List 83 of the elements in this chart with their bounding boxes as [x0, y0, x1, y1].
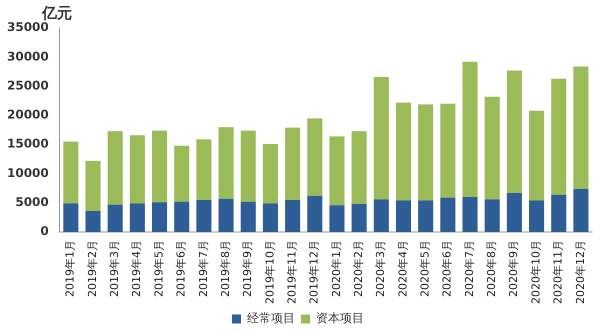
y-tick-label: 15000	[7, 136, 49, 151]
y-tick-label: 0	[40, 224, 49, 238]
x-tick-label: 2020年7月	[462, 240, 476, 298]
bar	[551, 194, 566, 232]
bar	[484, 199, 500, 232]
y-tick-label: 35000	[7, 20, 49, 34]
bar	[462, 197, 478, 232]
bar	[440, 198, 456, 232]
y-tick-label: 30000	[7, 49, 49, 64]
bar	[329, 205, 345, 232]
bar	[506, 70, 522, 193]
legend-label: 资本项目	[316, 311, 364, 326]
x-tick-label: 2020年5月	[418, 240, 432, 298]
x-tick-label: 2020年6月	[440, 240, 454, 298]
bar	[418, 200, 434, 232]
bar	[130, 203, 145, 232]
bar	[196, 200, 212, 232]
bar	[440, 104, 456, 198]
bar	[529, 110, 544, 201]
x-tick-label: 2019年9月	[241, 240, 254, 298]
bar	[63, 203, 78, 232]
y-tick-label: 20000	[7, 108, 49, 122]
bar	[63, 142, 78, 204]
x-tick-label: 2019年2月	[86, 240, 99, 298]
legend-label: 经常项目	[247, 311, 295, 326]
x-tick-label: 2020年8月	[485, 240, 498, 298]
bar	[573, 66, 588, 189]
bar	[262, 203, 278, 232]
bar	[108, 204, 123, 232]
bar	[374, 76, 389, 200]
bar	[396, 102, 412, 201]
bar	[396, 200, 412, 232]
x-tick-label: 2020年11月	[552, 240, 565, 304]
bar	[307, 196, 322, 232]
bar	[285, 200, 300, 232]
bar	[85, 160, 101, 212]
x-tick-label: 2019年7月	[196, 240, 210, 298]
bar	[130, 135, 145, 204]
x-tick-label: 2019年1月	[64, 240, 77, 298]
bar	[152, 130, 168, 202]
x-tick-label: 2020年12月	[574, 240, 587, 304]
x-tick-label: 2019年4月	[130, 240, 144, 298]
bar	[108, 131, 123, 205]
bar	[218, 198, 234, 232]
x-tick-label: 2020年3月	[374, 240, 388, 298]
y-axis-title: 亿元	[42, 4, 72, 22]
y-tick-label: 25000	[7, 78, 49, 92]
bar	[218, 127, 234, 199]
bar	[285, 128, 300, 200]
bar	[506, 192, 522, 232]
bar	[529, 200, 544, 232]
bar	[352, 204, 367, 232]
x-tick-label: 2019年8月	[218, 240, 232, 298]
x-tick-label: 2019年6月	[174, 240, 188, 298]
bar	[462, 62, 478, 198]
x-tick-label: 2019年10月	[263, 240, 276, 304]
bar	[374, 199, 389, 232]
y-tick-label: 10000	[7, 166, 49, 180]
x-tick-label: 2020年10月	[529, 240, 542, 304]
bar	[240, 130, 256, 202]
bar	[152, 202, 168, 232]
bar	[329, 136, 345, 206]
bar	[418, 104, 434, 201]
x-tick-label: 2019年3月	[108, 240, 122, 298]
bar	[551, 78, 566, 195]
bar	[85, 211, 101, 232]
bar	[262, 144, 278, 204]
x-tick-label: 2020年2月	[352, 240, 365, 298]
bar	[174, 146, 190, 202]
bar	[484, 96, 500, 200]
bar	[174, 202, 190, 232]
x-tick-label: 2019年11月	[285, 240, 298, 304]
bar	[196, 139, 212, 200]
x-tick-label: 2019年12月	[308, 240, 321, 304]
x-tick-label: 2020年4月	[396, 240, 410, 298]
y-tick-label: 5000	[15, 194, 49, 209]
bar	[352, 131, 367, 204]
x-tick-label: 2020年9月	[507, 240, 520, 298]
bar	[307, 118, 322, 196]
bar	[240, 202, 256, 232]
x-tick-label: 2020年1月	[330, 240, 343, 298]
x-tick-label: 2019年5月	[152, 240, 166, 298]
bar	[573, 188, 588, 232]
